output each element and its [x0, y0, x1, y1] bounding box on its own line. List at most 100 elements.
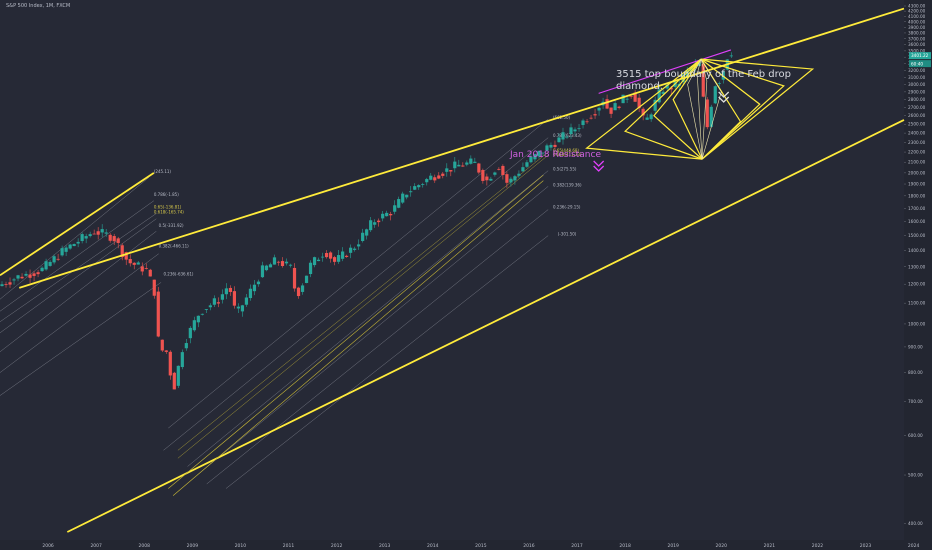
y-tick-label: 2200.00	[908, 150, 926, 155]
candle-body	[208, 305, 212, 308]
candle	[284, 258, 289, 266]
candle-body	[509, 178, 513, 183]
candle	[445, 163, 449, 177]
candle	[320, 252, 325, 262]
candle-body	[68, 244, 72, 249]
candle	[701, 58, 705, 98]
candle-body	[629, 96, 633, 97]
y-tick-label: 2100.00	[908, 160, 926, 165]
candle-body	[228, 287, 233, 292]
y-tick-label: 2900.00	[908, 89, 926, 94]
candle-body	[108, 234, 112, 241]
candle	[441, 171, 445, 179]
candle-body	[252, 284, 257, 292]
fib-label: 0.618(-165.74)	[154, 209, 184, 214]
candle	[369, 216, 373, 232]
candle-body	[148, 269, 152, 277]
jan-2018-resistance-line	[598, 49, 732, 94]
candle	[521, 162, 525, 172]
candle-body	[212, 298, 216, 305]
candle	[256, 279, 261, 287]
candle	[176, 365, 180, 389]
candle-body	[577, 128, 581, 130]
candle-body	[549, 144, 553, 148]
candle-body	[453, 161, 457, 169]
candles-layer	[0, 52, 733, 390]
x-tick-label: 2016	[523, 543, 535, 549]
candle-body	[717, 82, 721, 84]
candle	[489, 176, 493, 182]
x-tick-label: 2006	[42, 543, 54, 549]
candle	[349, 244, 353, 259]
y-tick-label: 4200.00	[908, 9, 926, 14]
candle-body	[429, 175, 433, 180]
candle	[116, 236, 120, 249]
fib-fan-line	[206, 209, 549, 485]
candle-body	[381, 213, 385, 219]
candle-body	[401, 193, 405, 203]
candle-body	[100, 229, 104, 233]
y-tick-label: 900.00	[908, 344, 923, 349]
candle-body	[533, 154, 537, 160]
candle-body	[613, 103, 617, 111]
candle-body	[449, 170, 453, 172]
candle-body	[52, 256, 56, 263]
candle	[581, 118, 585, 129]
candle-body	[140, 266, 144, 272]
candle	[108, 233, 112, 243]
candle	[377, 218, 381, 227]
candle-body	[204, 309, 208, 310]
candle-body	[268, 264, 273, 268]
candle-body	[457, 164, 461, 167]
candle	[429, 173, 433, 181]
candle-body	[661, 91, 665, 94]
candle	[60, 245, 64, 257]
y-tick-label: 3900.00	[908, 25, 926, 30]
candle	[272, 254, 277, 265]
fib-label: 0.65(-136.81)	[154, 204, 182, 209]
candle	[104, 228, 108, 237]
fib-lines-layer: (245.11) 0.786(-1.85) 0.65(-136.81)0.618(-…	[0, 115, 582, 489]
candle-body	[437, 175, 441, 179]
candle-body	[84, 236, 88, 239]
candle	[365, 228, 369, 240]
y-tick-label: 3700.00	[908, 36, 926, 41]
diamond-fan-line	[700, 58, 722, 160]
candle	[493, 171, 497, 177]
candle-body	[276, 261, 281, 263]
magenta-down-arrow	[593, 160, 605, 172]
candle	[136, 261, 140, 265]
candle-body	[477, 163, 481, 173]
candle-body	[573, 129, 577, 132]
candle	[449, 170, 453, 177]
candle-body	[236, 306, 241, 309]
y-tick-label: 2300.00	[908, 140, 926, 145]
candle-body	[48, 261, 52, 266]
candle-body	[469, 158, 473, 164]
x-axis-panel	[0, 540, 904, 550]
candle	[653, 96, 657, 115]
candle-body	[569, 127, 573, 135]
candle-body	[80, 234, 84, 242]
x-tick-label: 2007	[90, 543, 102, 549]
candle	[220, 289, 224, 304]
y-tick-label: 1400.00	[908, 248, 926, 253]
candle	[401, 191, 405, 204]
candle	[128, 254, 132, 267]
fib-label: (245.11)	[154, 169, 172, 174]
annotation-3515-note: 3515 top boundary of the Feb drop diamon…	[616, 69, 792, 92]
candle-body	[441, 173, 445, 176]
y-tick-label: 3500.00	[908, 48, 926, 53]
x-tick-label: 2011	[283, 543, 295, 549]
candle-body	[240, 305, 245, 312]
candle-body	[156, 291, 160, 337]
candle	[64, 245, 68, 257]
candle	[485, 173, 489, 186]
candle-body	[184, 343, 188, 349]
candle-body	[633, 92, 637, 102]
y-tick-label: 4000.00	[908, 19, 926, 24]
candle	[433, 174, 437, 183]
diamond-fan-line	[623, 58, 703, 160]
candle	[184, 338, 188, 351]
